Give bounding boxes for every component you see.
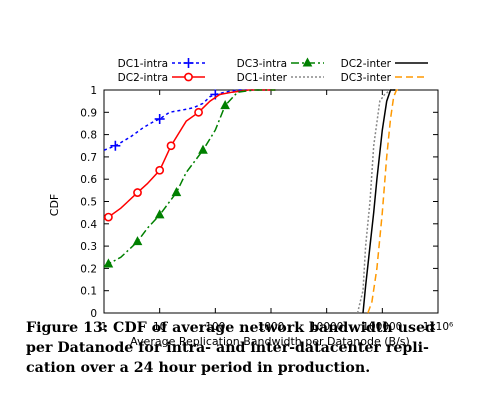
legend-marker-dc2-intra [184, 72, 193, 82]
legend-label-dc1-inter: DC1-inter [237, 72, 288, 84]
series-marker-dc2-intra [133, 188, 142, 197]
figure-caption: Figure 13: CDF of average network bandwi… [26, 318, 496, 378]
series-line-dc3-intra [103, 89, 276, 267]
y-tick-label: 0.1 [80, 286, 97, 298]
series-marker-dc3-intra [220, 100, 230, 110]
y-tick-label: 0 [90, 308, 97, 320]
legend-marker-dc1-intra [183, 58, 194, 68]
y-tick-label: 0.7 [80, 152, 97, 164]
y-tick-label: 0.4 [80, 219, 97, 231]
x-tick-label: 10 [153, 321, 166, 333]
series-marker-dc2-intra [166, 141, 176, 151]
legend-label-dc1-intra: DC1-intra [118, 58, 168, 70]
series-marker-dc3-intra [132, 236, 143, 246]
x-tick-label: 10000 [310, 321, 343, 333]
y-tick-label: 0.5 [80, 197, 97, 209]
y-tick-label: 0.6 [80, 174, 97, 186]
series-line-dc2-inter [362, 89, 396, 314]
caption-line-3: cation over a 24 hour period in producti… [26, 360, 371, 376]
series-line-dc1-intra [103, 89, 276, 151]
x-tick-label: 1x10⁶ [423, 321, 453, 333]
series-marker-dc2-intra [104, 212, 113, 222]
x-tick-label: 1 [101, 321, 108, 333]
legend-label-dc2-inter: DC2-inter [341, 58, 392, 70]
y-tick-label: 0.8 [80, 130, 97, 142]
plot-border [103, 89, 439, 314]
legend-label-dc2-intra: DC2-intra [118, 72, 168, 84]
series-marker-dc2-intra [194, 107, 203, 117]
legend: DC1-intra DC3-intra DC2-inter DC2-intra DC1-… [118, 57, 428, 84]
x-tick-label: 100 [205, 321, 225, 333]
x-axis-label: Average Replication Bandwidth per Datano… [130, 335, 410, 348]
x-tick-label: 100000 [362, 321, 402, 333]
y-tick-label: 1 [90, 85, 97, 97]
legend-label-dc3-intra: DC3-intra [237, 58, 287, 70]
series-line-dc2-intra [103, 89, 276, 220]
series-line-dc3-inter [367, 89, 400, 314]
plot-frame [103, 89, 439, 314]
y-tick-label: 0.3 [80, 241, 97, 253]
series-line-dc1-inter [356, 89, 396, 314]
y-tick-label: 0.2 [80, 263, 97, 275]
legend-marker-dc3-intra [302, 57, 313, 67]
series-marker-dc1-intra [110, 140, 121, 151]
y-tick-label: 0.9 [80, 107, 97, 119]
axis-ticks: 1 10 100 1000 10000 100000 1x10⁶ 0 0.1 0.2 0.3 0.4 0… [80, 85, 453, 333]
series-marker-dc3-intra [154, 209, 165, 219]
series-marker-dc3-intra [198, 144, 208, 154]
caption-line-2: per Datanode for intra- and inter-datace… [26, 340, 429, 356]
series-marker-dc1-intra [154, 113, 165, 124]
legend-label-dc3-inter: DC3-inter [341, 72, 392, 84]
caption-line-1: Figure 13: CDF of average network bandwi… [26, 320, 435, 336]
y-axis-label: CDF [48, 194, 61, 216]
series-marker-dc3-intra [103, 258, 114, 268]
x-tick-label: 1000 [258, 321, 285, 333]
series-marker-dc2-intra [155, 165, 165, 175]
series-lines [103, 89, 400, 314]
series-marker-dc3-intra [171, 187, 182, 197]
